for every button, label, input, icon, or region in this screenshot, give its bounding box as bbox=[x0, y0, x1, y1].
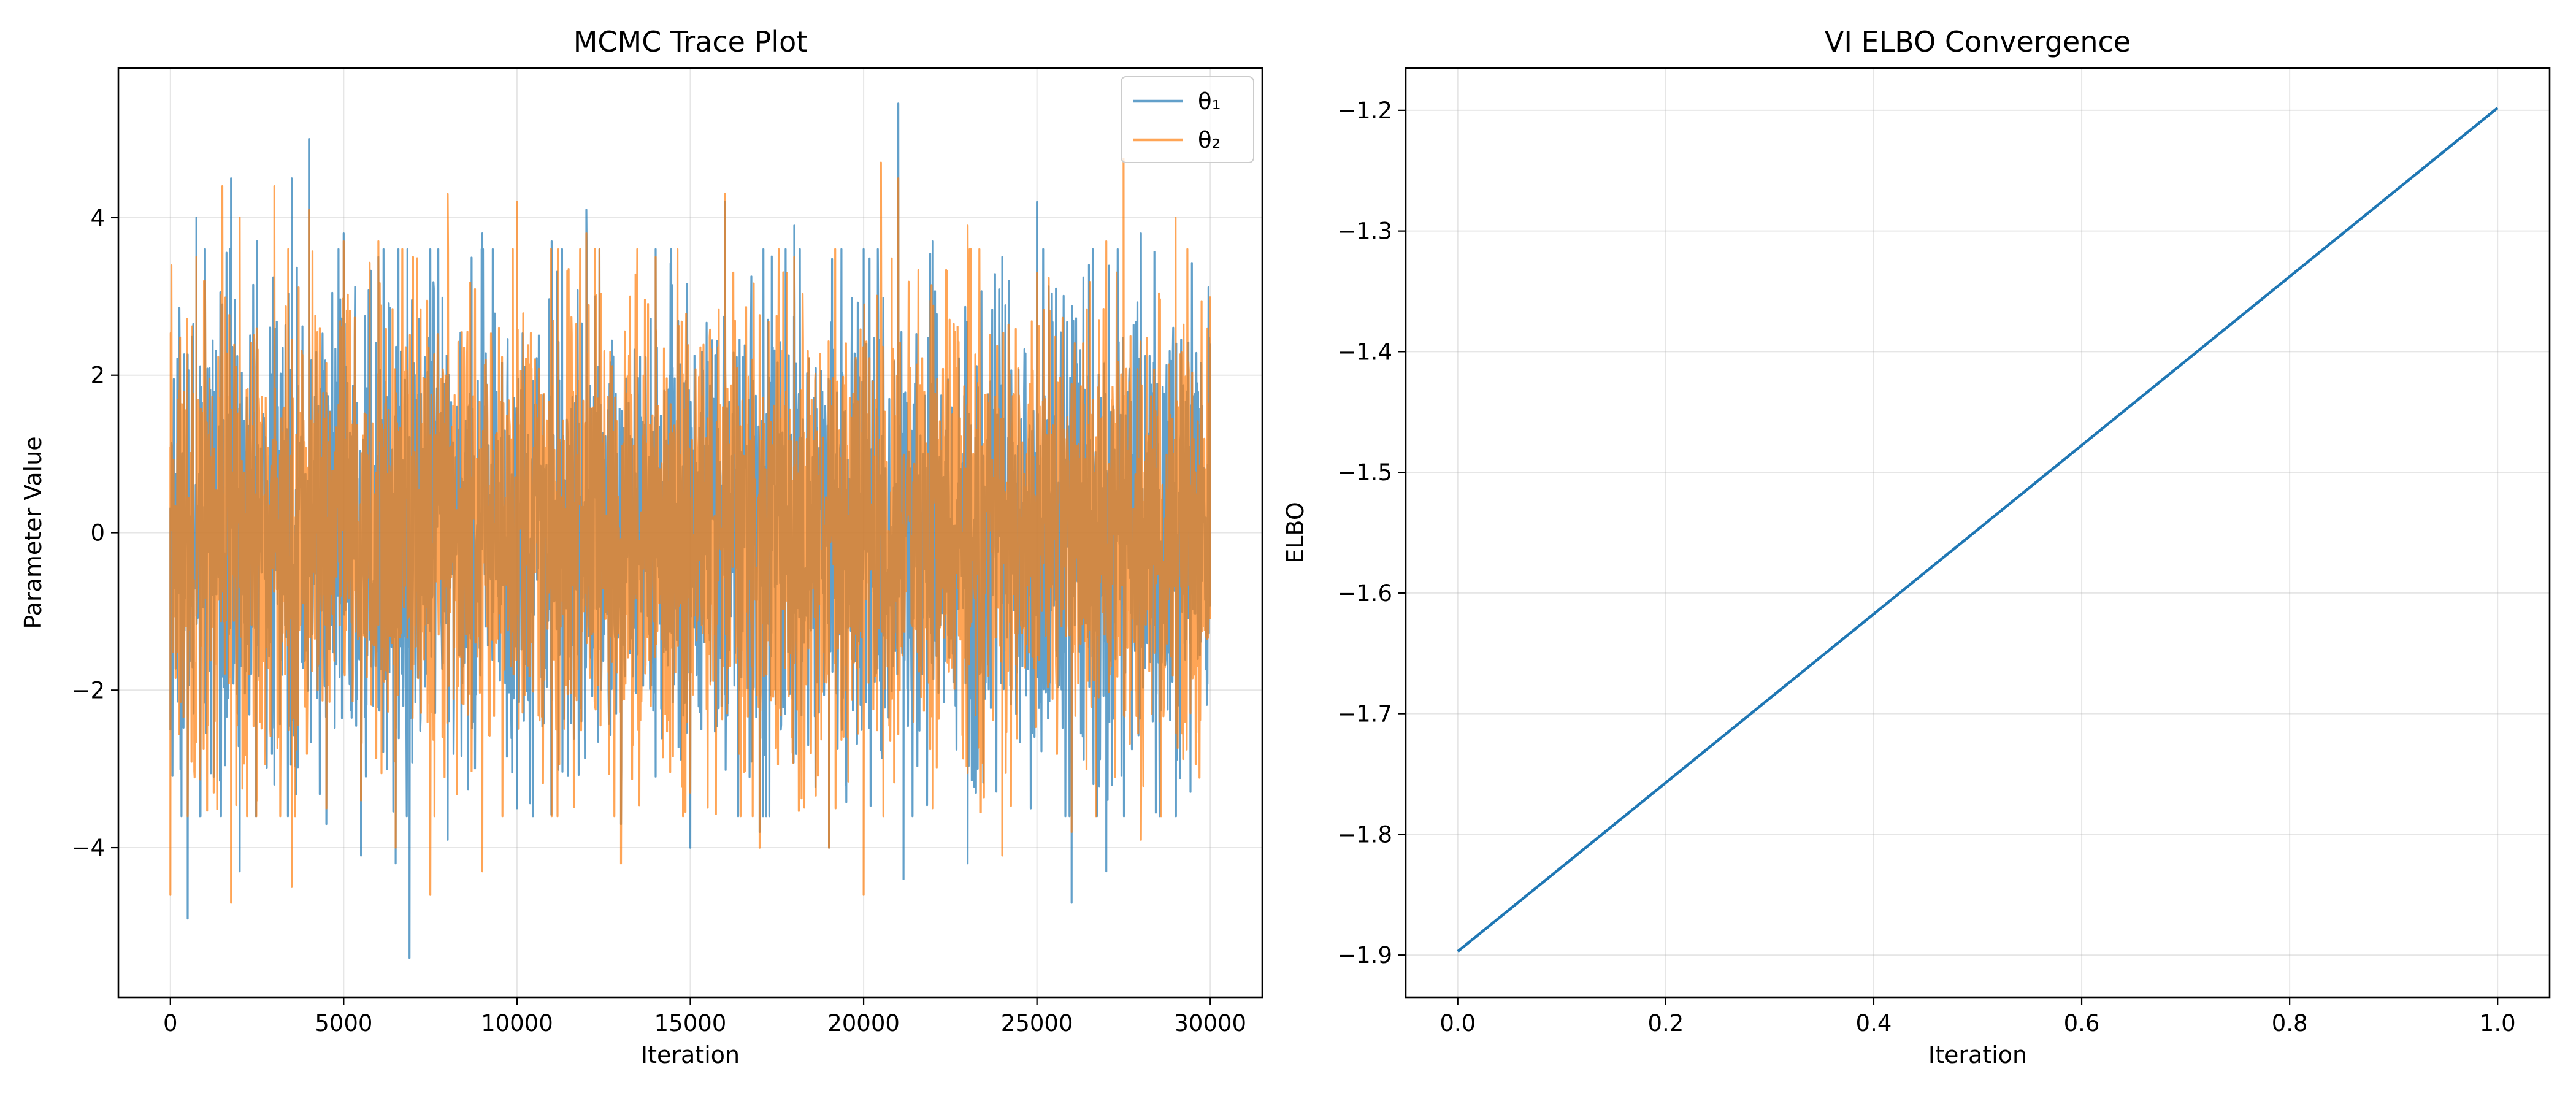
y-tick-label: 4 bbox=[90, 205, 105, 231]
elbo-x-axis-label: Iteration bbox=[1928, 1041, 2027, 1068]
x-tick-label: 15000 bbox=[654, 1010, 727, 1037]
y-tick-label: −2 bbox=[71, 677, 105, 703]
mcmc-trace-panel: 0 5000 10000 15000 20000 25000 30000 −4 −2 0 2 4 M… bbox=[20, 25, 1263, 1068]
elbo-grid bbox=[1406, 68, 2550, 997]
x-tick-label: 10000 bbox=[481, 1010, 553, 1037]
y-tick-label: −1.3 bbox=[1337, 218, 1392, 245]
y-tick-label: 0 bbox=[90, 520, 105, 546]
mcmc-legend: θ₁ θ₂ bbox=[1121, 76, 1254, 163]
legend-label-theta2: θ₂ bbox=[1198, 127, 1221, 153]
elbo-x-ticks: 0.0 0.2 0.4 0.6 0.8 1.0 bbox=[1439, 997, 2516, 1037]
y-tick-label: −1.9 bbox=[1337, 942, 1392, 968]
x-tick-label: 0.0 bbox=[1439, 1010, 1476, 1037]
y-tick-label: −1.8 bbox=[1337, 821, 1392, 848]
x-tick-label: 20000 bbox=[827, 1010, 900, 1037]
x-tick-label: 0 bbox=[163, 1010, 178, 1037]
y-tick-label: −4 bbox=[71, 835, 105, 861]
y-tick-label: −1.4 bbox=[1337, 339, 1392, 365]
mcmc-y-ticks: −4 −2 0 2 4 bbox=[71, 205, 118, 861]
mcmc-x-ticks: 0 5000 10000 15000 20000 25000 30000 bbox=[163, 997, 1246, 1037]
mcmc-title: MCMC Trace Plot bbox=[573, 25, 808, 58]
y-tick-label: 2 bbox=[90, 362, 105, 389]
y-tick-label: −1.2 bbox=[1337, 98, 1392, 124]
elbo-y-axis-label: ELBO bbox=[1282, 502, 1309, 564]
legend-box bbox=[1121, 76, 1254, 163]
elbo-axes-frame bbox=[1405, 67, 2551, 999]
mcmc-x-axis-label: Iteration bbox=[641, 1041, 740, 1068]
legend-label-theta1: θ₁ bbox=[1198, 88, 1221, 115]
elbo-title: VI ELBO Convergence bbox=[1825, 25, 2131, 58]
mcmc-y-axis-label: Parameter Value bbox=[20, 436, 47, 629]
vi-elbo-panel: 0.0 0.2 0.4 0.6 0.8 1.0 −1.9−1.8−1.7−1.6−1.5−… bbox=[1282, 25, 2551, 1068]
mcmc-series bbox=[169, 102, 1211, 959]
y-tick-label: −1.6 bbox=[1337, 580, 1392, 607]
y-tick-label: −1.5 bbox=[1337, 459, 1392, 486]
x-tick-label: 5000 bbox=[315, 1010, 372, 1037]
x-tick-label: 0.2 bbox=[1647, 1010, 1684, 1037]
x-tick-label: 0.4 bbox=[1856, 1010, 1892, 1037]
series-line-2 bbox=[169, 158, 1211, 904]
elbo-series bbox=[1457, 107, 2499, 953]
y-tick-label: −1.7 bbox=[1337, 701, 1392, 727]
series-line-1 bbox=[1457, 107, 2499, 953]
x-tick-label: 30000 bbox=[1174, 1010, 1246, 1037]
elbo-y-ticks: −1.9 −1.8 −1.7 −1.6 −1.5 −1.4 −1.3 −1.2 bbox=[1337, 98, 1406, 968]
x-tick-label: 1.0 bbox=[2480, 1010, 2516, 1037]
x-tick-label: 0.6 bbox=[2064, 1010, 2100, 1037]
x-tick-label: 25000 bbox=[1001, 1010, 1073, 1037]
x-tick-label: 0.8 bbox=[2272, 1010, 2308, 1037]
